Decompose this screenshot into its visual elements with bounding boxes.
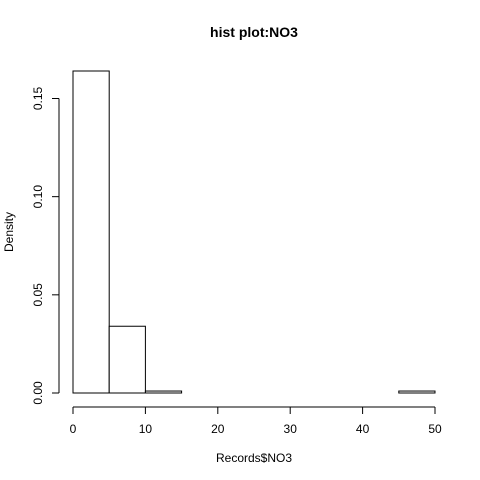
histogram-bar-3 [144, 390, 183, 394]
y-tick-label: 0.00 [31, 381, 45, 405]
x-tick-label: 30 [284, 422, 298, 436]
x-tick-label: 50 [428, 422, 442, 436]
y-axis: 0.00 0.05 0.10 0.15 [31, 86, 60, 405]
y-axis-label: Density [2, 212, 16, 252]
y-tick-label: 0.15 [31, 86, 45, 110]
histogram-bar-2 [108, 325, 146, 394]
x-axis-label: Records$NO3 [216, 451, 292, 465]
x-tick-label: 40 [356, 422, 370, 436]
histogram-bars [72, 70, 436, 394]
y-tick-label: 0.05 [31, 283, 45, 307]
x-tick-label: 10 [139, 422, 153, 436]
x-tick-label: 0 [70, 422, 77, 436]
histogram-bar-10 [398, 390, 436, 394]
y-tick-label: 0.10 [31, 185, 45, 209]
x-axis: 0 10 20 30 40 50 [70, 406, 442, 436]
histogram-bar-1 [72, 70, 110, 394]
chart-title: hist plot:NO3 [210, 24, 298, 40]
x-tick-label: 20 [211, 422, 225, 436]
